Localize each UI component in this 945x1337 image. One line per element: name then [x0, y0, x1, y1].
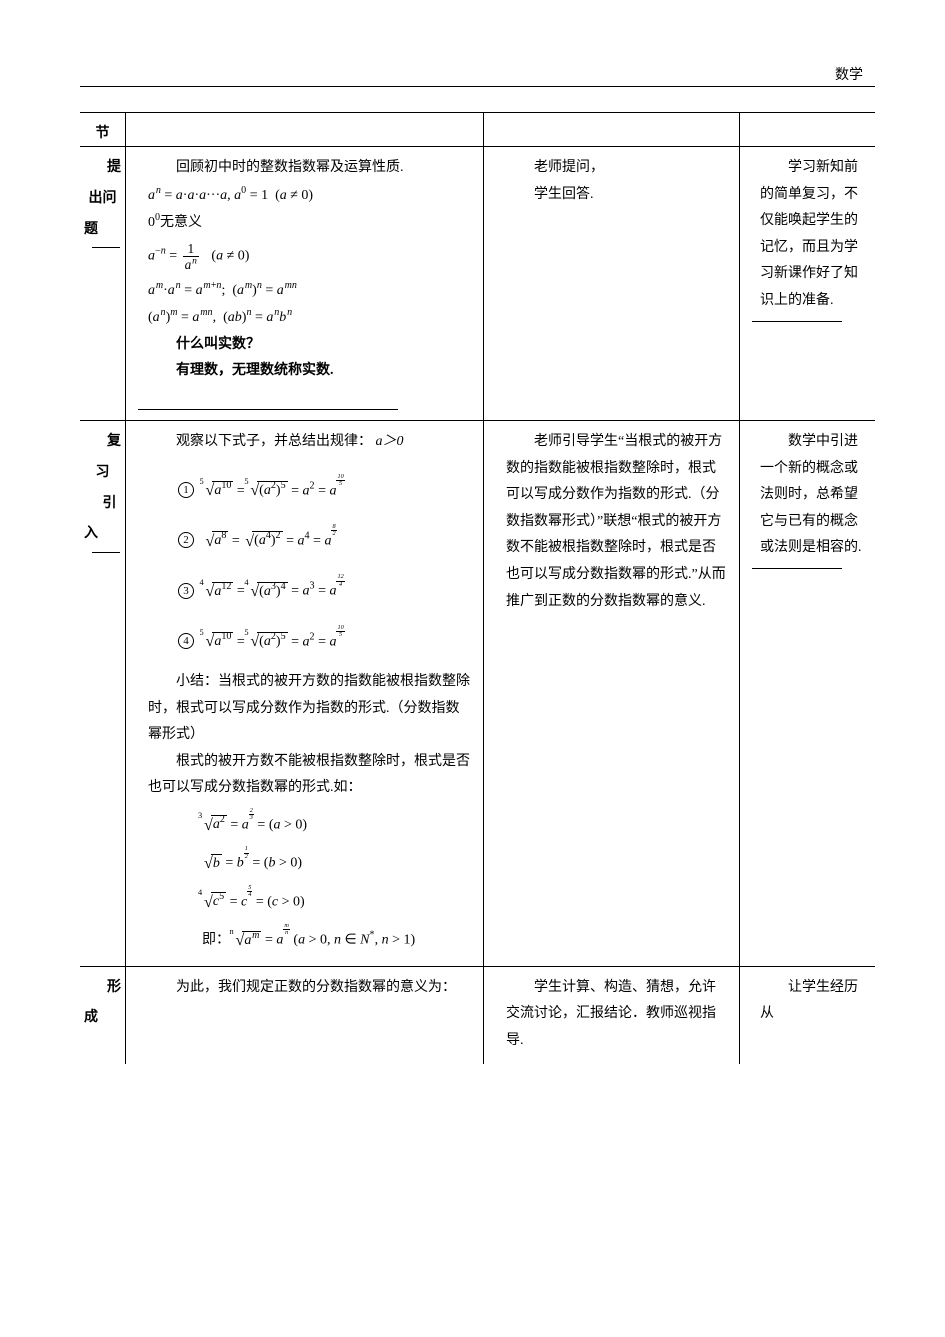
- cell-purpose: 让学生经历从: [740, 967, 872, 1065]
- cell-content: 回顾初中时的整数指数幂及运算性质. a n = a·a·a···a, a0 = …: [126, 147, 484, 420]
- label-char: 习: [84, 458, 121, 489]
- text-line: 让学生经历从: [760, 975, 864, 1028]
- math-formula: 1 5√a10 = 5√(a2)5 = a2 = a105: [178, 468, 471, 506]
- header-rule: [80, 86, 875, 87]
- text-line: 学生回答.: [506, 182, 729, 209]
- math-formula: a m·a n = a m+n; (a m)n = a mn: [148, 277, 471, 304]
- purpose-underline: [752, 321, 842, 322]
- label-char: 形: [84, 973, 121, 1004]
- math-formula: 00无意义: [148, 209, 471, 236]
- purpose-underline: [752, 568, 842, 569]
- lesson-table: 节 提 出问 题 回顾初中时的整数指数幂及运算性质. a n = a·a·a··…: [80, 112, 875, 1064]
- cell-content: [126, 113, 484, 146]
- label-char: 出问: [84, 184, 121, 215]
- text-line: 根式的被开方数不能被根指数整除时，根式是否也可以写成分数指数幂的形式.如：: [148, 749, 471, 802]
- label-underline: [92, 552, 120, 553]
- text-line: 什么叫实数？: [148, 332, 471, 359]
- label-char: 题: [84, 215, 121, 246]
- math-formula: a−n = 1a n (a ≠ 0): [148, 236, 471, 277]
- math-formula: 4√c5 = c54 = (c > 0): [202, 879, 471, 917]
- label-char: 提: [84, 153, 121, 184]
- table-row: 复 习 引 入 观察以下式子，并总结出规律： a＞0 1 5√a10 = 5√(…: [80, 421, 875, 967]
- header-subject: 数学: [835, 64, 863, 84]
- table-row: 节: [80, 113, 875, 147]
- table-row: 提 出问 题 回顾初中时的整数指数幂及运算性质. a n = a·a·a···a…: [80, 147, 875, 421]
- label-char: 引: [84, 489, 121, 520]
- math-formula: √b = b12 = (b > 0): [202, 840, 471, 878]
- math-formula: a n = a·a·a···a, a0 = 1 (a ≠ 0): [148, 182, 471, 209]
- final-label: 即：: [202, 933, 230, 948]
- math-formula: 4 5√a10 = 5√(a2)5 = a2 = a105: [178, 619, 471, 657]
- label-char: 复: [84, 427, 121, 458]
- text-line: 观察以下式子，并总结出规律： a＞0: [148, 429, 471, 456]
- intro-text: 观察以下式子，并总结出规律：: [176, 434, 372, 449]
- cell-activity: 学生计算、构造、猜想，允许交流讨论，汇报结论．教师巡视指导.: [484, 967, 740, 1065]
- math-formula: 3 4√a12 = 4√(a3)4 = a3 = a124: [178, 568, 471, 606]
- section-label: 复 习 引 入: [80, 421, 126, 966]
- text-line: 数学中引进一个新的概念或法则时，总希望它与已有的概念或法则是相容的.: [760, 429, 864, 562]
- cell-activity: 老师提问， 学生回答.: [484, 147, 740, 420]
- text-line: 老师提问，: [506, 155, 729, 182]
- text-line: 回顾初中时的整数指数幂及运算性质.: [148, 155, 471, 182]
- text-line: 老师引导学生“当根式的被开方数的指数能被根指数整除时，根式可以写成分数作为指数的…: [506, 429, 729, 615]
- cell-purpose: 数学中引进一个新的概念或法则时，总希望它与已有的概念或法则是相容的.: [740, 421, 872, 966]
- text-line: 有理数，无理数统称实数.: [148, 358, 471, 385]
- cond-text: a＞0: [376, 434, 404, 449]
- page: 数学 节 提 出问 题 回顾初中时的整数指数幂及运算性质. a n = a·a·…: [0, 0, 945, 1337]
- cell-purpose: [740, 113, 872, 146]
- cell-activity: [484, 113, 740, 146]
- text-line: 为此，我们规定正数的分数指数幂的意义为：: [148, 975, 471, 1002]
- cell-content: 为此，我们规定正数的分数指数幂的意义为：: [126, 967, 484, 1065]
- content-underline: [138, 409, 398, 410]
- label-underline: [92, 247, 120, 248]
- label-char: 成: [84, 1003, 121, 1034]
- table-row: 形 成 为此，我们规定正数的分数指数幂的意义为： 学生计算、构造、猜想，允许交流…: [80, 967, 875, 1065]
- cell-content: 观察以下式子，并总结出规律： a＞0 1 5√a10 = 5√(a2)5 = a…: [126, 421, 484, 966]
- section-label: 提 出问 题: [80, 147, 126, 420]
- text-line: 学生计算、构造、猜想，允许交流讨论，汇报结论．教师巡视指导.: [506, 975, 729, 1055]
- cell-activity: 老师引导学生“当根式的被开方数的指数能被根指数整除时，根式可以写成分数作为指数的…: [484, 421, 740, 966]
- math-formula: (a n)m = a mn, (ab)n = a nb n: [148, 304, 471, 331]
- section-label: 形 成: [80, 967, 126, 1065]
- section-label-text: 节: [84, 119, 121, 150]
- text-line: 小结：当根式的被开方数的指数能被根指数整除时，根式可以写成分数作为指数的形式.（…: [148, 669, 471, 749]
- math-formula: 3√a2 = a23 = (a > 0): [202, 802, 471, 840]
- math-inline: a＞0: [376, 434, 404, 449]
- section-label: 节: [80, 113, 126, 146]
- math-formula: 2 √a8 = √(a4)2 = a4 = a82: [178, 518, 471, 556]
- math-formula: 即： n√a m = amn (a > 0, n ∈ N*, n > 1): [202, 917, 471, 955]
- cell-purpose: 学习新知前的简单复习，不仅能唤起学生的记忆，而且为学习新课作好了知识上的准备.: [740, 147, 872, 420]
- label-char: 入: [84, 519, 121, 550]
- text-line: 学习新知前的简单复习，不仅能唤起学生的记忆，而且为学习新课作好了知识上的准备.: [760, 155, 864, 315]
